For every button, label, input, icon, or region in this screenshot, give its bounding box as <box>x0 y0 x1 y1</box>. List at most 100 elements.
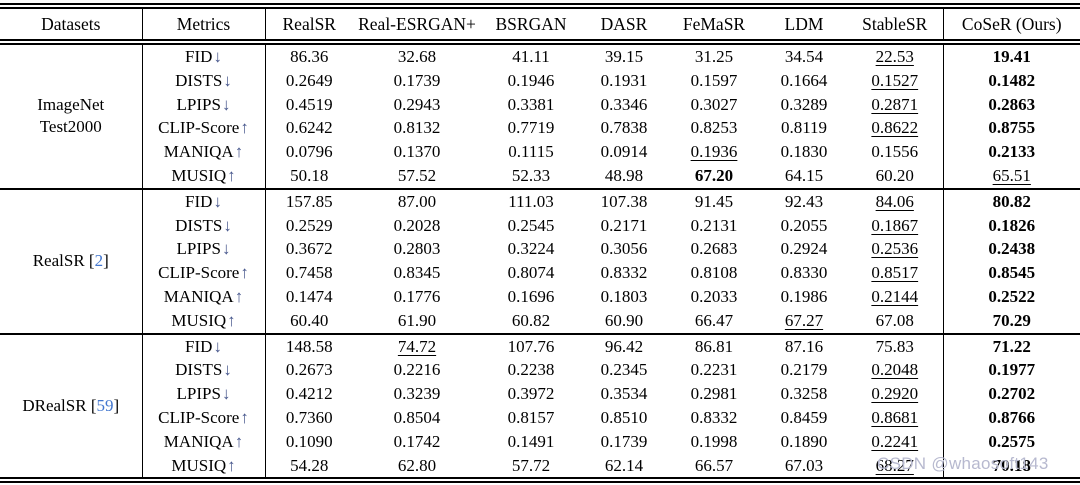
value-cell: 0.2216 <box>393 360 441 380</box>
table-row: DISTS↓ 0.2673 0.2216 0.2238 0.2345 0.2231 0.21… <box>0 358 1080 383</box>
table-row: RealSR [2] FID↓ 157.85 87.00 111.03 107.38 91.… <box>0 187 1080 334</box>
value-cell: 64.15 <box>784 165 824 185</box>
dataset-label: Test2000 <box>39 117 102 137</box>
value-cell: 157.85 <box>265 187 353 214</box>
value-cell: 67.27 <box>784 310 824 330</box>
dataset-cell: ImageNet Test2000 <box>0 42 143 189</box>
value-cell: 91.45 <box>667 187 761 214</box>
value-cell: 0.1664 <box>780 70 828 90</box>
value-cell: 107.38 <box>581 187 667 214</box>
value-cell: 0.2179 <box>780 360 828 380</box>
table-section: RealSR [2] FID↓ 157.85 87.00 111.03 107.38 91.… <box>0 187 1080 334</box>
value-cell: 70.18 <box>992 455 1031 475</box>
value-cell: 0.8132 <box>393 118 441 138</box>
down-arrow-icon: ↓ <box>221 94 231 114</box>
value-cell: 0.2241 <box>847 429 944 454</box>
value-cell: 0.2048 <box>847 358 944 383</box>
value-cell: 0.1986 <box>780 286 828 306</box>
value-cell: 32.68 <box>397 47 437 66</box>
value-cell: 111.03 <box>481 187 581 214</box>
table-row: MANIQA↑ 0.1090 0.1742 0.1491 0.1739 0.1998 0.1… <box>0 429 1080 454</box>
results-table: Datasets Metrics RealSR Real-ESRGAN+ BSR… <box>0 3 1080 484</box>
value-cell: 0.2133 <box>988 142 1036 162</box>
value-cell: 67.03 <box>784 455 824 475</box>
value-cell: 0.1830 <box>780 142 828 162</box>
down-arrow-icon: ↓ <box>213 47 222 66</box>
metric-label: CLIP-Score↑ <box>142 261 266 285</box>
down-arrow-icon: ↓ <box>213 191 222 211</box>
value-cell: 0.8459 <box>780 407 828 427</box>
table-row: LPIPS↓ 0.4519 0.2943 0.3381 0.3346 0.3027 0.32… <box>0 92 1080 117</box>
value-cell: 0.7838 <box>600 118 648 138</box>
value-cell: 0.1931 <box>600 70 648 90</box>
value-cell: 0.8681 <box>847 405 944 430</box>
down-arrow-icon: ↓ <box>223 215 232 235</box>
value-cell: 0.8108 <box>690 263 738 283</box>
header-method-coser: CoSeR (Ours) <box>943 6 1080 45</box>
value-cell: 0.2028 <box>393 215 441 235</box>
value-cell: 0.2438 <box>988 239 1036 259</box>
header-method-stablesr: StableSR <box>847 6 944 45</box>
value-cell: 0.1474 <box>285 286 333 306</box>
value-cell: 75.83 <box>847 332 944 359</box>
up-arrow-icon: ↑ <box>234 142 244 162</box>
dataset-cell: DRealSR [59] <box>0 332 143 481</box>
metric-label: MANIQA↑ <box>142 284 266 309</box>
metric-label: MANIQA↑ <box>142 429 266 454</box>
citation-link: 2 <box>94 251 104 271</box>
value-cell: 39.15 <box>604 47 644 66</box>
value-cell: 0.2536 <box>847 237 944 262</box>
metric-label: CLIP-Score↑ <box>142 116 266 141</box>
value-cell: 0.8766 <box>988 407 1036 427</box>
value-cell: 71.22 <box>943 332 1080 359</box>
up-arrow-icon: ↑ <box>240 407 249 427</box>
table-row: MANIQA↑ 0.0796 0.1370 0.1115 0.0914 0.1936 0.1… <box>0 140 1080 164</box>
value-cell: 0.1115 <box>508 142 554 162</box>
value-cell: 0.7360 <box>285 407 333 427</box>
value-cell: 0.2144 <box>847 284 944 309</box>
value-cell: 107.76 <box>481 332 581 359</box>
value-cell: 0.3027 <box>690 94 738 114</box>
value-cell: 0.2683 <box>690 239 738 259</box>
header-method-real-esrgan: Real-ESRGAN+ <box>353 6 481 45</box>
value-cell: 0.8622 <box>847 116 944 141</box>
value-cell: 0.2863 <box>988 94 1036 114</box>
table-header: Datasets Metrics RealSR Real-ESRGAN+ BSR… <box>0 6 1080 45</box>
table-row: DISTS↓ 0.2649 0.1739 0.1946 0.1931 0.1597 0.16… <box>0 68 1080 93</box>
value-cell: 0.1936 <box>690 142 738 162</box>
value-cell: 0.8504 <box>393 407 441 427</box>
header-method-dasr: DASR <box>581 6 667 45</box>
up-arrow-icon: ↑ <box>240 118 249 138</box>
value-cell: 0.1977 <box>988 360 1036 380</box>
metric-label: CLIP-Score↑ <box>142 405 266 430</box>
value-cell: 0.0914 <box>600 142 648 162</box>
value-cell: 0.2924 <box>780 239 828 259</box>
value-cell: 0.2702 <box>988 384 1036 404</box>
table-row: MUSIQ↑ 50.18 57.52 52.33 48.98 67.20 64.15 60.2… <box>0 163 1080 189</box>
value-cell: 0.2920 <box>847 382 944 406</box>
value-cell: 0.1803 <box>600 286 648 306</box>
value-cell: 62.14 <box>604 455 644 475</box>
table-row: MUSIQ↑ 54.28 62.80 57.72 62.14 66.57 67.03 68.2… <box>0 453 1080 481</box>
up-arrow-icon: ↑ <box>234 286 244 306</box>
value-cell: 0.3381 <box>507 94 555 114</box>
value-cell: 0.8332 <box>690 407 738 427</box>
value-cell: 0.8545 <box>988 263 1036 283</box>
value-cell: 0.4519 <box>285 94 333 114</box>
value-cell: 0.8510 <box>600 407 648 427</box>
csdn-watermark: CSDN @whaosoft143 <box>877 454 1049 473</box>
value-cell: 0.8332 <box>600 263 648 283</box>
down-arrow-icon: ↓ <box>221 239 231 259</box>
value-cell: 22.53 <box>847 42 944 69</box>
value-cell: 0.8330 <box>780 263 828 283</box>
value-cell: 92.43 <box>761 187 847 214</box>
value-cell: 0.2055 <box>780 215 828 235</box>
metric-label: LPIPS↓ <box>142 382 266 406</box>
value-cell: 0.1527 <box>847 68 944 93</box>
value-cell: 48.98 <box>604 165 644 185</box>
value-cell: 65.51 <box>992 165 1031 185</box>
value-cell: 0.1998 <box>690 431 738 451</box>
value-cell: 0.1696 <box>507 286 555 306</box>
value-cell: 52.33 <box>511 165 551 185</box>
